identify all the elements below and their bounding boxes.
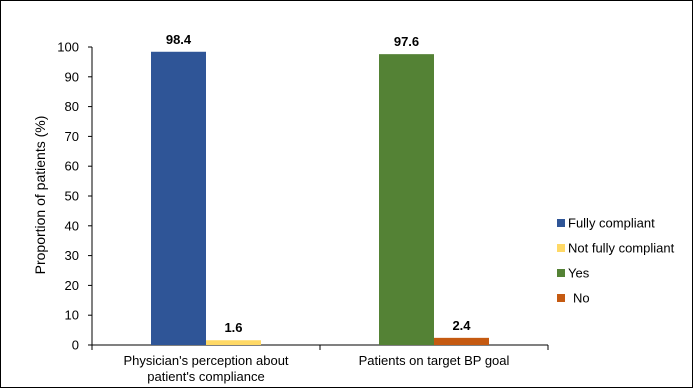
data-label: 97.6	[394, 34, 419, 49]
legend-swatch	[557, 269, 565, 277]
data-label: 98.4	[166, 32, 192, 47]
y-tick-label: 100	[57, 40, 79, 55]
data-label: 1.6	[224, 320, 242, 335]
bar	[434, 337, 489, 345]
legend-label: Fully compliant	[568, 216, 655, 231]
axes: 0 10 20 30 40 50 60 70 80 90 100	[57, 40, 549, 353]
y-tick-label: 0	[72, 338, 79, 353]
bar	[206, 340, 261, 345]
y-tick-label: 30	[65, 248, 79, 263]
bars: 98.4 1.6 Physician's perception aboutpatie…	[123, 32, 509, 384]
legend: Fully compliant Not fully compliant Yes No	[557, 216, 675, 306]
legend-label: Not fully compliant	[568, 241, 675, 256]
legend-label: No	[573, 291, 590, 306]
y-axis-title: Proportion of patients (%)	[32, 116, 48, 275]
y-tick-label: 80	[65, 99, 79, 114]
y-tick-label: 40	[65, 218, 79, 233]
bar	[379, 54, 434, 345]
y-tick-label: 60	[65, 159, 79, 174]
legend-label: Yes	[568, 266, 590, 281]
legend-swatch	[557, 219, 565, 227]
y-tick-label: 20	[65, 278, 79, 293]
y-tick-label: 50	[65, 189, 79, 204]
x-category-label: patient's compliance	[147, 369, 264, 384]
data-label: 2.4	[452, 318, 471, 333]
x-category-label: Physician's perception about	[123, 353, 288, 368]
y-tick-label: 10	[65, 308, 79, 323]
y-tick-label: 90	[65, 69, 79, 84]
x-category-label: Patients on target BP goal	[359, 353, 510, 368]
bar	[151, 51, 206, 345]
y-axis-title-group: Proportion of patients (%)	[32, 116, 48, 275]
legend-swatch	[557, 294, 565, 302]
legend-swatch	[557, 244, 565, 252]
y-tick-label: 70	[65, 129, 79, 144]
